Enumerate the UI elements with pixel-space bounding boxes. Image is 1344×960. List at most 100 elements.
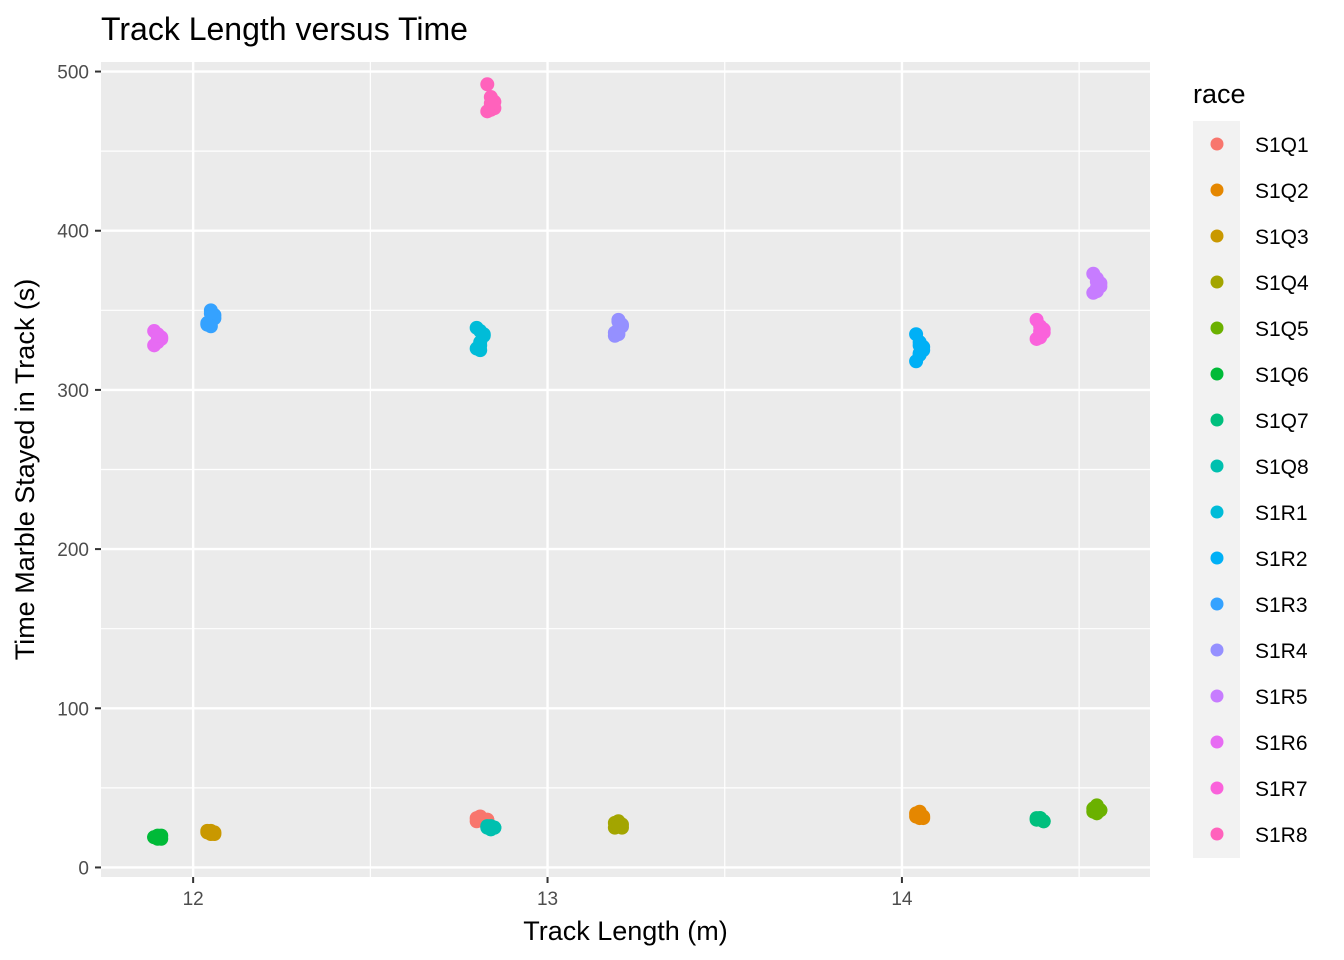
data-point: [611, 314, 626, 329]
legend-label: S1Q8: [1255, 456, 1309, 479]
legend-item-s1q8: S1Q8: [1210, 456, 1309, 479]
legend-item-s1q4: S1Q4: [1210, 272, 1309, 295]
legend-key: [1210, 689, 1224, 703]
series-s1r2: [909, 327, 931, 369]
series-s1r5: [1086, 266, 1108, 300]
legend-item-s1r1: S1R1: [1210, 502, 1308, 525]
y-tick-label: 300: [57, 381, 89, 402]
legend-item-s1r6: S1R6: [1210, 732, 1308, 755]
data-point: [476, 327, 491, 342]
series-s1q2: [909, 804, 931, 826]
legend-key: [1210, 551, 1224, 565]
data-point: [480, 77, 495, 92]
legend-key: [1210, 321, 1224, 335]
legend-key: [1210, 413, 1224, 427]
data-point: [909, 327, 924, 342]
x-axis-title: Track Length (m): [523, 916, 728, 946]
legend-key: [1210, 597, 1224, 611]
legend-key: [1210, 643, 1224, 657]
x-tick-label: 12: [183, 889, 204, 910]
legend-key: [1210, 229, 1224, 243]
data-points: [147, 77, 1108, 846]
data-point: [203, 825, 218, 840]
y-tick-label: 400: [57, 222, 89, 243]
legend-key: [1210, 367, 1224, 381]
major-gridlines: [101, 62, 1150, 877]
series-s1q7: [1029, 811, 1051, 829]
y-tick-label: 0: [78, 858, 89, 879]
data-point: [150, 830, 165, 845]
legend-item-s1q7: S1Q7: [1210, 410, 1309, 433]
legend-item-s1r3: S1R3: [1210, 594, 1308, 617]
legend-item-s1r8: S1R8: [1210, 824, 1308, 847]
legend-label: S1Q5: [1255, 318, 1309, 341]
series-s1r4: [607, 312, 629, 343]
legend-label: S1Q1: [1255, 134, 1309, 157]
data-point: [912, 807, 927, 822]
legend-key: [1210, 505, 1224, 519]
legend-title: race: [1193, 79, 1246, 109]
legend-key: [1210, 137, 1224, 151]
data-point: [1089, 798, 1104, 813]
legend-key: [1210, 459, 1224, 473]
legend-label: S1R3: [1255, 594, 1308, 617]
legend-items: S1Q1 S1Q2 S1Q3 S1Q4 S1Q5 S1Q6 S1Q7 S1Q8 S1R1 S1R2…: [1210, 134, 1309, 847]
data-point: [150, 328, 165, 343]
data-point: [469, 811, 484, 826]
legend-item-s1r5: S1R5: [1210, 686, 1308, 709]
legend-key: [1210, 183, 1224, 197]
legend-item-s1q1: S1Q1: [1210, 134, 1309, 157]
series-s1r8: [480, 77, 502, 119]
legend-label: S1R7: [1255, 778, 1308, 801]
series-s1r7: [1029, 312, 1051, 346]
legend-item-s1q3: S1Q3: [1210, 226, 1309, 249]
data-point: [611, 819, 626, 834]
series-s1r3: [200, 303, 222, 334]
legend-item-s1q2: S1Q2: [1210, 180, 1309, 203]
legend-item-s1q6: S1Q6: [1210, 364, 1309, 387]
legend-key: [1210, 275, 1224, 289]
data-point: [912, 338, 927, 353]
data-point: [473, 343, 488, 358]
x-axis: 12 13 14: [183, 877, 913, 910]
y-axis-title: Time Marble Stayed in Track (s): [10, 279, 40, 661]
data-point: [203, 319, 218, 334]
legend-key: [1210, 735, 1224, 749]
y-tick-label: 200: [57, 540, 89, 561]
legend: race S1Q1 S1Q2 S1Q3 S1Q4 S1Q5 S1Q6 S1Q7 S1Q8 S1R…: [1193, 79, 1309, 858]
legend-key-background: [1193, 121, 1240, 858]
x-tick-label: 14: [891, 889, 913, 910]
minor-gridlines: [101, 62, 1150, 877]
y-tick-label: 500: [57, 63, 89, 84]
series-s1r1: [469, 320, 491, 358]
data-point: [483, 96, 498, 111]
data-point: [1029, 312, 1044, 327]
legend-label: S1Q3: [1255, 226, 1309, 249]
series-s1q3: [200, 823, 222, 842]
legend-label: S1Q7: [1255, 410, 1309, 433]
legend-label: S1R6: [1255, 732, 1308, 755]
legend-label: S1R5: [1255, 686, 1308, 709]
legend-item-s1r7: S1R7: [1210, 778, 1308, 801]
series-s1q6: [147, 828, 169, 846]
chart-title: Track Length versus Time: [101, 11, 468, 47]
data-point: [1033, 811, 1048, 826]
legend-label: S1R4: [1255, 640, 1308, 663]
y-tick-label: 100: [57, 699, 89, 720]
legend-key: [1210, 781, 1224, 795]
legend-label: S1Q4: [1255, 272, 1309, 295]
legend-label: S1R2: [1255, 548, 1308, 571]
series-s1q4: [607, 814, 629, 835]
legend-item-s1r4: S1R4: [1210, 640, 1308, 663]
data-point: [1033, 324, 1048, 339]
legend-label: S1R8: [1255, 824, 1308, 847]
series-s1q5: [1086, 798, 1108, 821]
legend-item-s1r2: S1R2: [1210, 548, 1308, 571]
legend-item-s1q5: S1Q5: [1210, 318, 1309, 341]
series-s1q8: [480, 819, 502, 837]
legend-label: S1R1: [1255, 502, 1308, 525]
data-point: [203, 306, 218, 321]
legend-label: S1Q2: [1255, 180, 1309, 203]
data-point: [611, 327, 626, 342]
